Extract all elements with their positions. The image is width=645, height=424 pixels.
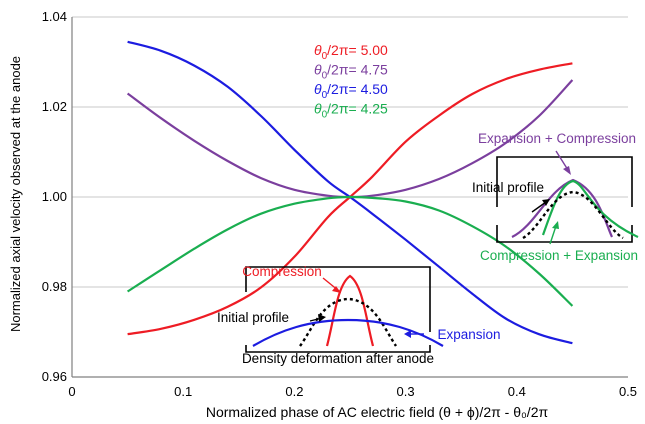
x-tick-label: 0.1 [174, 384, 192, 399]
x-tick-label: 0.2 [285, 384, 303, 399]
inset-density-deformation: Compression Initial profile Expansion De… [217, 264, 501, 366]
gridlines [72, 16, 628, 288]
inset-lower-initial-curve [299, 297, 397, 347]
tick-labels: 0.96 0.98 1.00 1.02 1.04 0 0.1 0.2 0.3 0.4 0.5 [42, 9, 637, 399]
inset-right-top-arrowhead [563, 166, 571, 175]
x-tick-label: 0.3 [397, 384, 415, 399]
inset-expansion-compression: Expansion + Compression Initial profile … [472, 131, 639, 263]
y-tick-label: 0.98 [42, 279, 67, 294]
inset-right-top-label-b: + Compression [541, 131, 636, 146]
inset-right-initial-label: Initial profile [472, 180, 544, 195]
inset-right-bottom-label-b: + Expansion [560, 248, 638, 263]
y-tick-label: 1.00 [42, 189, 67, 204]
inset-right-top-arrow [555, 150, 569, 171]
inset-lower-expansion-curve [252, 318, 444, 347]
inset-lower-caption: Density deformation after anode [242, 351, 434, 366]
inset-lower-frame-bottom [245, 345, 431, 353]
x-tick-label: 0 [68, 384, 75, 399]
inset-right-initial-arrow [531, 201, 547, 213]
inset-lower-initial-arrowhead [318, 314, 326, 322]
x-axis-label: Normalized phase of AC electric field (θ… [206, 404, 549, 420]
inset-right-top-label-a: Expansion [478, 131, 541, 146]
legend-entry-0: θ0/2π= 5.00 [314, 42, 388, 62]
inset-right-bottom-arrow [549, 225, 557, 245]
inset-right-bottom-arrowhead [552, 221, 559, 229]
inset-lower-compression-arrowhead [332, 286, 341, 293]
inset-right-green-curve [541, 179, 639, 238]
y-tick-label: 1.02 [42, 99, 67, 114]
y-tick-label: 0.96 [42, 369, 67, 384]
x-tick-label: 0.4 [508, 384, 526, 399]
inset-right-bottom-label-a: Compression [480, 248, 560, 263]
inset-lower-frame [245, 266, 431, 332]
legend-entry-2: θ0/2π= 4.50 [314, 81, 388, 101]
series-lines [126, 40, 574, 345]
legend-entry-1: θ0/2π= 4.75 [314, 62, 388, 82]
inset-lower-initial-label: Initial profile [217, 310, 289, 325]
y-axis-label: Normalized axial velocity observed at th… [8, 56, 23, 332]
inset-right-initial-arrowhead [542, 199, 550, 206]
inset-lower-expansion-arrowhead [404, 330, 411, 338]
inset-lower-compression-label: Compression [242, 264, 322, 279]
inset-right-top-label: Expansion + Compression [478, 131, 636, 146]
inset-right-initial-curve [522, 190, 624, 240]
inset-lower-expansion-label: Expansion [437, 327, 500, 342]
y-tick-label: 1.04 [42, 9, 67, 24]
axes [71, 17, 628, 378]
inset-right-frame-top [496, 156, 633, 207]
x-tick-label: 0.5 [619, 384, 637, 399]
inset-right-bottom-label: Compression + Expansion [480, 248, 638, 263]
legend-entry-3: θ0/2π= 4.25 [314, 101, 388, 121]
series-line-3 [127, 195, 574, 307]
